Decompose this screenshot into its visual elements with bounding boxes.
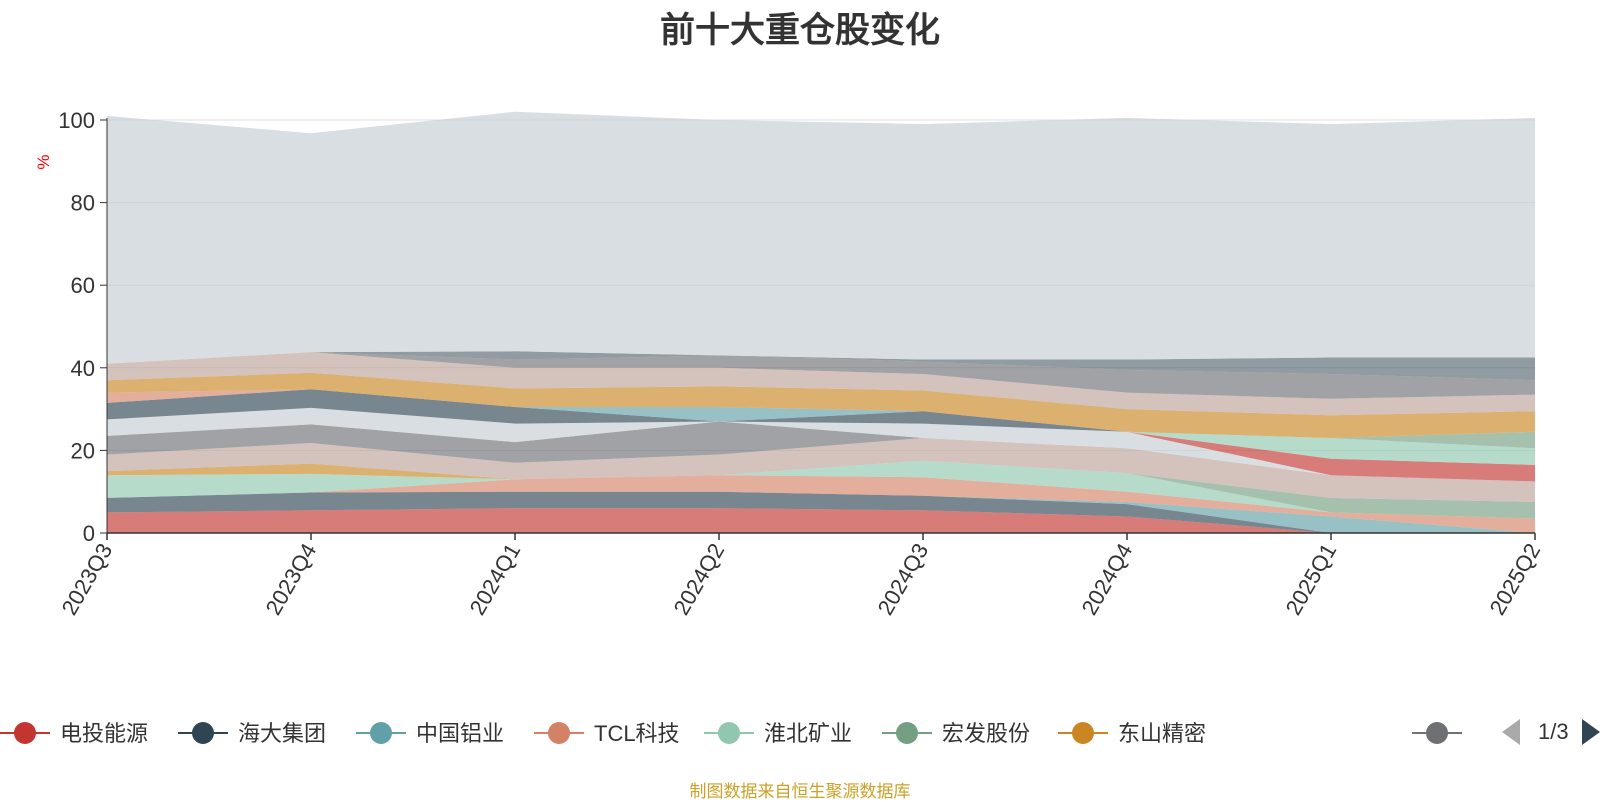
legend-item[interactable]: 东山精密 <box>1058 721 1206 746</box>
legend-item[interactable]: TCL科技 <box>534 721 680 746</box>
legend-item-clipped[interactable] <box>1412 722 1462 744</box>
area-series-21[interactable] <box>107 111 1535 364</box>
area-series-1[interactable] <box>107 508 1535 533</box>
legend-label: 淮北矿业 <box>764 721 852 746</box>
legend-marker <box>14 722 36 744</box>
area-series-18[interactable] <box>107 352 1535 416</box>
area-series-11[interactable] <box>107 389 1535 482</box>
area-series-8[interactable] <box>107 438 1535 502</box>
x-tick-label: 2024Q1 <box>465 539 526 619</box>
legend-label: 中国铝业 <box>416 721 504 746</box>
area-series-10[interactable] <box>107 407 1535 482</box>
legend-marker <box>896 722 918 744</box>
area-series-6[interactable] <box>107 460 1535 519</box>
area-series-17[interactable] <box>107 372 1535 438</box>
legend: 电投能源 海大集团 中国铝业 TCL科技 淮北矿业 宏发股份 东山精密 <box>0 721 1462 746</box>
chart-title: 前十大重仓股变化 <box>659 11 940 51</box>
area-series-9[interactable] <box>107 421 1535 482</box>
legend-label: 东山精密 <box>1118 721 1206 746</box>
y-tick-label: 100 <box>58 108 95 133</box>
area-series-15[interactable] <box>107 389 1535 465</box>
legend-marker <box>1426 722 1448 744</box>
legend-item[interactable]: 电投能源 <box>0 721 148 746</box>
area-series-19[interactable] <box>107 352 1535 399</box>
x-tick-label: 2025Q2 <box>1485 539 1546 619</box>
legend-label: 海大集团 <box>238 721 326 746</box>
x-tick-label: 2024Q3 <box>873 539 934 619</box>
pager-next-icon[interactable] <box>1582 719 1600 745</box>
y-tick-label: 60 <box>71 273 95 298</box>
x-tick-label: 2023Q3 <box>57 539 118 619</box>
legend-item[interactable]: 海大集团 <box>178 721 326 746</box>
y-tick-label: 40 <box>71 356 95 381</box>
area-series-5[interactable] <box>107 460 1535 519</box>
legend-marker <box>192 722 214 744</box>
legend-marker <box>718 722 740 744</box>
legend-label: 宏发股份 <box>942 721 1030 746</box>
stacked-areas <box>107 111 1535 533</box>
area-series-4[interactable] <box>107 475 1535 533</box>
area-series-20[interactable] <box>107 351 1535 381</box>
pager-prev-icon[interactable] <box>1502 719 1520 745</box>
legend-marker <box>370 722 392 744</box>
x-tick-label: 2024Q2 <box>669 539 730 619</box>
legend-label: TCL科技 <box>594 721 680 746</box>
legend-item[interactable]: 淮北矿业 <box>704 721 852 746</box>
y-tick-label: 0 <box>83 521 95 546</box>
legend-item[interactable]: 中国铝业 <box>356 721 504 746</box>
y-tick-label: 20 <box>71 438 95 463</box>
y-tick-label: 80 <box>71 191 95 216</box>
legend-marker <box>548 722 570 744</box>
legend-marker <box>1072 722 1094 744</box>
legend-label: 电投能源 <box>60 721 148 746</box>
legend-item[interactable]: 宏发股份 <box>882 721 1030 746</box>
area-series-12[interactable] <box>107 389 1535 482</box>
area-series-2[interactable] <box>107 491 1535 533</box>
area-series-3[interactable] <box>107 491 1535 533</box>
source-note: 制图数据来自恒生聚源数据库 <box>689 782 911 802</box>
y-axis-label: % <box>34 154 53 169</box>
pager-text: 1/3 <box>1538 719 1569 744</box>
x-tick-label: 2025Q1 <box>1281 539 1342 619</box>
legend-pager: 1/3 <box>1498 712 1600 752</box>
x-tick-label: 2024Q4 <box>1077 539 1138 619</box>
x-tick-label: 2023Q4 <box>261 539 322 619</box>
